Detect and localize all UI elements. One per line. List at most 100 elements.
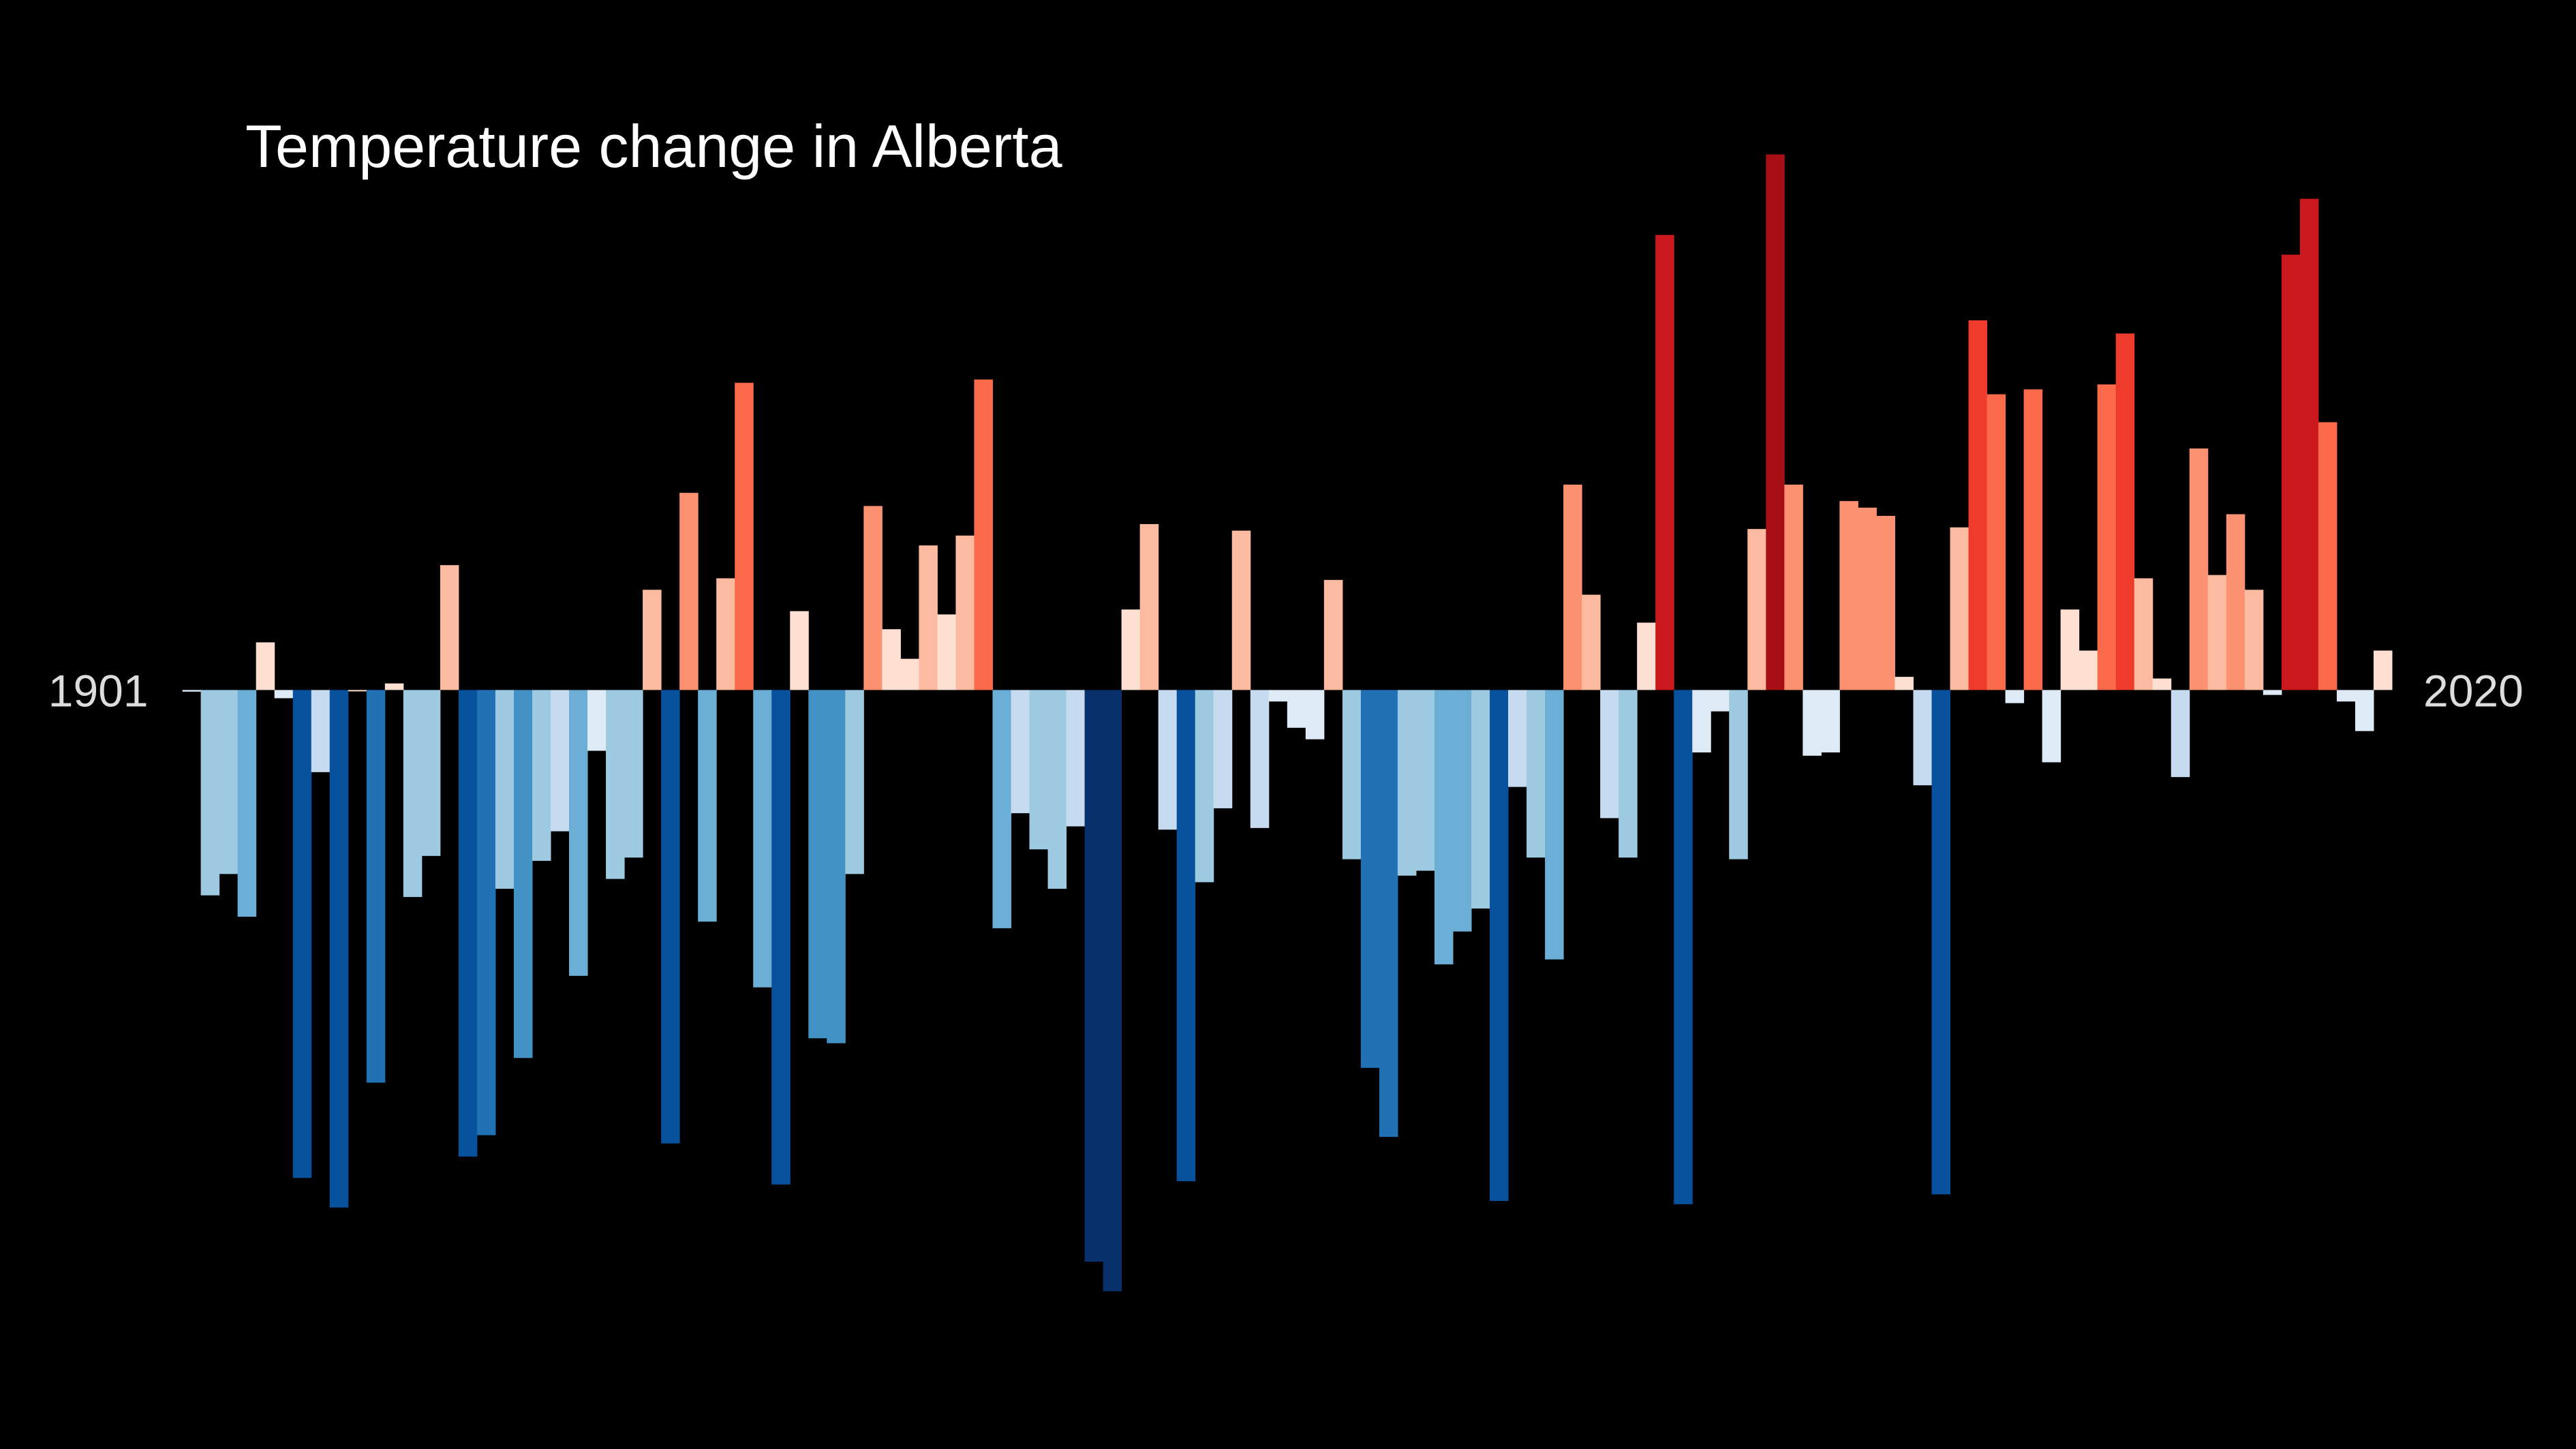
x-tick-label: 2020: [2423, 665, 2524, 716]
bar: [771, 690, 791, 1185]
bar: [1913, 690, 1932, 786]
bar: [1876, 515, 1895, 690]
bar: [219, 690, 239, 874]
bar: [1305, 690, 1325, 739]
bar: [1176, 690, 1196, 1182]
bar: [1766, 154, 1785, 690]
bar: [882, 629, 901, 690]
bar: [1987, 394, 2006, 690]
bar: [1158, 690, 1178, 830]
bar: [2023, 389, 2043, 690]
bar: [256, 642, 275, 690]
bar: [1637, 622, 1656, 690]
bar: [2318, 422, 2337, 690]
bar: [1692, 690, 1711, 752]
bar: [1545, 690, 1564, 960]
bar: [1858, 507, 1877, 690]
bar: [2373, 650, 2393, 690]
bar: [2226, 514, 2245, 690]
bar: [2299, 198, 2319, 690]
bar: [1323, 579, 1343, 690]
bar: [1821, 690, 1840, 752]
bar: [440, 565, 459, 690]
bar: [1895, 677, 1914, 690]
bar: [1415, 690, 1435, 871]
bar: [1287, 690, 1306, 728]
bar: [1784, 485, 1803, 690]
bar: [1231, 530, 1251, 690]
bar: [661, 690, 680, 1144]
bar: [1434, 690, 1454, 964]
bar: [1968, 320, 1988, 690]
bar: [1655, 234, 1674, 690]
bar: [1619, 690, 1638, 858]
bar: [1379, 690, 1398, 1138]
bar: [1452, 690, 1472, 932]
bar: [1600, 690, 1619, 819]
bar: [1527, 690, 1546, 858]
bar: [403, 690, 423, 898]
bar: [476, 690, 496, 1135]
bar: [1121, 609, 1141, 690]
bar: [1490, 690, 1509, 1202]
bar: [919, 545, 938, 690]
bar: [716, 578, 735, 690]
bar: [1711, 690, 1730, 712]
bar: [2115, 333, 2135, 690]
bar: [1931, 690, 1951, 1195]
bar: [1563, 485, 1582, 690]
bar: [827, 690, 846, 1043]
bar: [1803, 690, 1822, 756]
bar: [1397, 690, 1417, 876]
bar: [384, 683, 404, 690]
bar: [2134, 578, 2153, 690]
bar: [2152, 678, 2172, 690]
bar: [2079, 650, 2098, 690]
bar: [1103, 690, 1122, 1292]
bar: [735, 382, 754, 690]
bar: [1342, 690, 1362, 859]
bar: [1047, 690, 1067, 889]
bar: [569, 690, 588, 976]
bar: [753, 690, 772, 988]
bar: [551, 690, 570, 832]
bar: [2281, 254, 2301, 690]
bar: [1839, 501, 1858, 690]
bar: [1084, 690, 1104, 1262]
bar: [863, 506, 883, 690]
bar: [1139, 523, 1159, 690]
bar: [2207, 575, 2227, 690]
bar: [458, 690, 478, 1157]
bar: [2171, 690, 2190, 778]
bar: [845, 690, 864, 874]
bar: [1471, 690, 1490, 909]
bar: [808, 690, 827, 1039]
bar: [421, 690, 441, 856]
bar: [1066, 690, 1086, 827]
bar: [606, 690, 625, 879]
bar: [2355, 690, 2374, 731]
bar: [1582, 594, 1601, 690]
bar: [790, 611, 809, 690]
bar: [2336, 690, 2356, 702]
x-tick-label: 1901: [48, 665, 149, 716]
bar: [2244, 590, 2264, 690]
bar: [587, 690, 607, 751]
bar: [1213, 690, 1233, 808]
bar: [1360, 690, 1380, 1068]
bar: [992, 690, 1011, 928]
bar: [1268, 690, 1288, 702]
bar: [2042, 690, 2061, 763]
chart-title: Temperature change in Alberta: [245, 112, 1062, 180]
bar: [532, 690, 551, 861]
bar: [1508, 690, 1527, 787]
bar: [900, 658, 919, 690]
bar: [2060, 609, 2080, 690]
bar: [1029, 690, 1049, 850]
bar: [974, 379, 993, 690]
bar: [1250, 690, 1270, 828]
bar: [292, 690, 312, 1178]
bar: [495, 690, 515, 889]
